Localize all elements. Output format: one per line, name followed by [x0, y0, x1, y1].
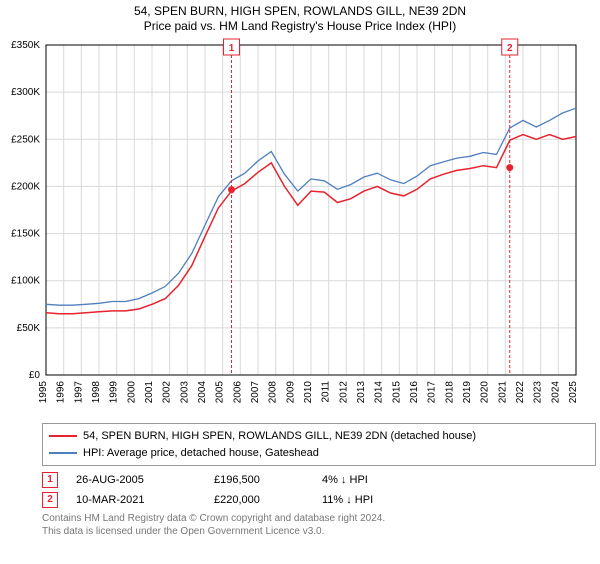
marker-box: 1 [42, 472, 58, 488]
svg-text:2009: 2009 [285, 381, 296, 404]
svg-text:2022: 2022 [515, 381, 526, 404]
legend-item: HPI: Average price, detached house, Gate… [49, 445, 589, 462]
svg-text:2016: 2016 [409, 381, 420, 404]
table-row: 1 26-AUG-2005 £196,500 4% ↓ HPI [42, 470, 582, 490]
legend-item: 54, SPEN BURN, HIGH SPEN, ROWLANDS GILL,… [49, 428, 589, 445]
sale-diff: 11% ↓ HPI [322, 494, 432, 506]
svg-text:2008: 2008 [268, 381, 279, 404]
svg-text:2007: 2007 [250, 381, 261, 404]
sale-diff: 4% ↓ HPI [322, 474, 432, 486]
svg-text:2010: 2010 [303, 381, 314, 404]
table-row: 2 10-MAR-2021 £220,000 11% ↓ HPI [42, 490, 582, 510]
svg-text:2019: 2019 [462, 381, 473, 404]
svg-text:£250K: £250K [11, 134, 40, 145]
svg-text:2000: 2000 [126, 381, 137, 404]
svg-text:2005: 2005 [215, 381, 226, 404]
svg-text:1995: 1995 [38, 381, 49, 404]
sale-date: 26-AUG-2005 [76, 474, 196, 486]
svg-text:2021: 2021 [497, 381, 508, 404]
svg-text:2024: 2024 [550, 381, 561, 404]
svg-text:2006: 2006 [232, 381, 243, 404]
svg-text:£100K: £100K [11, 276, 40, 287]
svg-text:1999: 1999 [109, 381, 120, 404]
legend-label: HPI: Average price, detached house, Gate… [83, 445, 319, 462]
svg-text:£150K: £150K [11, 229, 40, 240]
svg-text:2020: 2020 [480, 381, 491, 404]
svg-text:£350K: £350K [11, 40, 40, 51]
marker-box: 2 [42, 492, 58, 508]
legend-swatch [49, 435, 77, 437]
legend: 54, SPEN BURN, HIGH SPEN, ROWLANDS GILL,… [42, 423, 596, 466]
sale-price: £220,000 [214, 494, 304, 506]
svg-text:2017: 2017 [427, 381, 438, 404]
legend-swatch [49, 452, 77, 454]
sales-table: 1 26-AUG-2005 £196,500 4% ↓ HPI 2 10-MAR… [42, 470, 582, 510]
svg-text:2013: 2013 [356, 381, 367, 404]
footer-line: This data is licensed under the Open Gov… [42, 526, 590, 539]
svg-text:2004: 2004 [197, 381, 208, 404]
footer: Contains HM Land Registry data © Crown c… [42, 513, 590, 538]
svg-text:1: 1 [229, 43, 235, 54]
page-subtitle: Price paid vs. HM Land Registry's House … [0, 19, 600, 33]
svg-text:£0: £0 [29, 370, 41, 381]
sale-price: £196,500 [214, 474, 304, 486]
price-chart: £0 £50K £100K £150K £200K £250K £300K £350K 1995… [0, 37, 582, 417]
svg-text:2012: 2012 [338, 381, 349, 404]
svg-text:1998: 1998 [91, 381, 102, 404]
svg-text:£200K: £200K [11, 181, 40, 192]
svg-text:2018: 2018 [444, 381, 455, 404]
svg-text:2001: 2001 [144, 381, 155, 404]
svg-text:1997: 1997 [73, 381, 84, 404]
svg-text:£50K: £50K [17, 323, 41, 334]
svg-text:2003: 2003 [179, 381, 190, 404]
page-title: 54, SPEN BURN, HIGH SPEN, ROWLANDS GILL,… [0, 4, 600, 18]
svg-text:2015: 2015 [391, 381, 402, 404]
svg-text:2014: 2014 [374, 381, 385, 404]
sale-date: 10-MAR-2021 [76, 494, 196, 506]
svg-text:2: 2 [507, 43, 513, 54]
svg-text:£300K: £300K [11, 87, 40, 98]
svg-text:1996: 1996 [56, 381, 67, 404]
legend-label: 54, SPEN BURN, HIGH SPEN, ROWLANDS GILL,… [83, 428, 476, 445]
svg-text:2025: 2025 [568, 381, 579, 404]
svg-text:2011: 2011 [321, 381, 332, 403]
svg-text:2023: 2023 [533, 381, 544, 404]
footer-line: Contains HM Land Registry data © Crown c… [42, 513, 590, 526]
svg-text:2002: 2002 [162, 381, 173, 404]
